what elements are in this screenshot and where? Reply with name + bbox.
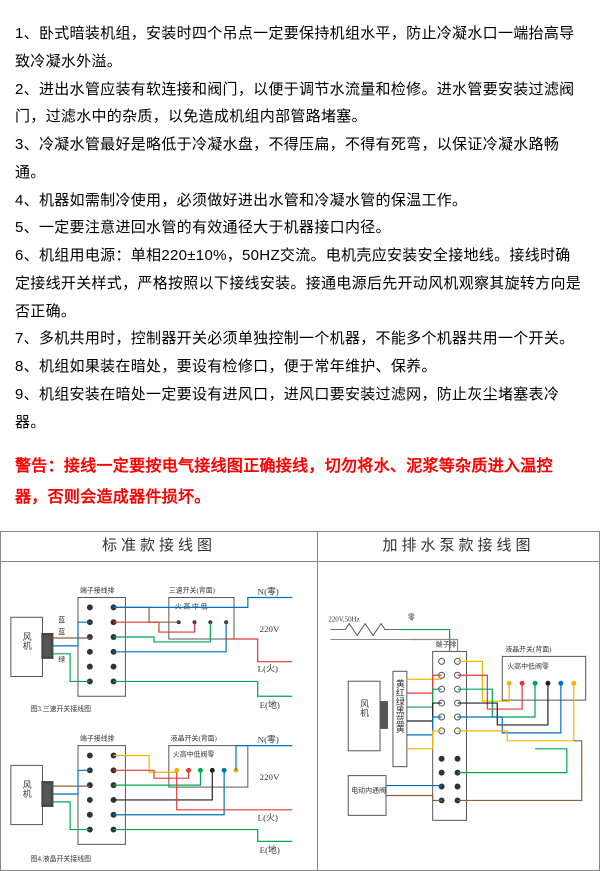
- svg-text:火高中低阀零: 火高中低阀零: [173, 750, 215, 759]
- svg-text:图4.液晶开关接线图: 图4.液晶开关接线图: [31, 854, 92, 863]
- switch3-label: 三速开关(背面): [169, 586, 215, 595]
- instruction-item: 6、机组用电源：单相220±10%，50HZ交流。电机壳应安装安全接地线。接线时…: [15, 242, 585, 325]
- svg-text:电动内通阀: 电动内通阀: [351, 786, 386, 795]
- svg-text:N(零): N(零): [258, 735, 279, 745]
- svg-text:220V: 220V: [260, 772, 280, 782]
- instruction-item: 7、多机共用时，控制器开关必须单独控制一个机器，不能多个机器共用一个开关。: [15, 325, 585, 353]
- diagram-title-left: 标准款接线图: [1, 532, 317, 562]
- caption-1: 图3.三速开关接线图: [31, 704, 92, 713]
- svg-text:L(火): L(火): [258, 813, 278, 823]
- svg-text:220V: 220V: [260, 624, 280, 634]
- diagram-pump: 加排水泵款接线图 220V,50Hz 零 风机 黄红绿黑蓝黄 电动内通阀: [318, 532, 599, 870]
- svg-text:黄红绿黑蓝黄: 黄红绿黑蓝黄: [395, 678, 405, 734]
- svg-text:E(地): E(地): [260, 699, 280, 710]
- svg-text:风机: 风机: [359, 699, 369, 718]
- svg-text:风机: 风机: [22, 780, 32, 799]
- instruction-list: 1、卧式暗装机组，安装时四个吊点一定要保持机组水平，防止冷凝水口一端抬高导致冷凝…: [0, 0, 600, 446]
- svg-text:N(零): N(零): [258, 587, 279, 597]
- svg-text:液晶开关(背面): 液晶开关(背面): [171, 734, 217, 743]
- svg-text:火高中低阀零: 火高中低阀零: [507, 661, 549, 670]
- wiring-svg-standard: 风机 端子接线排 蓝: [1, 562, 317, 870]
- svg-text:端子排: 端子排: [436, 639, 457, 648]
- diagram-standard: 标准款接线图 风机 端子接线排: [1, 532, 318, 870]
- svg-text:绿: 绿: [58, 655, 65, 664]
- svg-text:零: 零: [408, 614, 415, 622]
- instruction-item: 2、进出水管应装有软连接和阀门，以便于调节水流量和检修。进水管要安装过滤阀门，过…: [15, 76, 585, 132]
- svg-text:蓝: 蓝: [58, 627, 65, 636]
- instruction-item: 4、机器如需制冷使用，必须做好进出水管和冷凝水管的保温工作。: [15, 187, 585, 215]
- fan-label: 风机: [22, 632, 32, 651]
- svg-text:220V,50Hz: 220V,50Hz: [328, 616, 359, 624]
- svg-text:E(地): E(地): [260, 844, 280, 855]
- svg-text:火 高 中 低: 火 高 中 低: [175, 601, 208, 610]
- svg-text:液晶开关(背面): 液晶开关(背面): [505, 644, 551, 653]
- terminal-label: 端子接线排: [80, 586, 115, 595]
- wiring-svg-pump: 220V,50Hz 零 风机 黄红绿黑蓝黄 电动内通阀 端子排: [318, 562, 599, 870]
- svg-text:端子接线排: 端子接线排: [80, 734, 115, 743]
- svg-text:蓝: 蓝: [58, 615, 65, 624]
- instruction-item: 5、一定要注意进回水管的有效通径大于机器接口内径。: [15, 214, 585, 242]
- diagram-title-right: 加排水泵款接线图: [318, 532, 599, 562]
- instruction-item: 8、机组如果装在暗处，要设有检修口，便于常年维护、保养。: [15, 353, 585, 381]
- svg-text:L(火): L(火): [258, 664, 278, 674]
- warning-text: 警告：接线一定要按电气接线图正确接线，切勿将水、泥浆等杂质进入温控器，否则会造成…: [0, 446, 600, 531]
- wiring-diagrams: 标准款接线图 风机 端子接线排: [0, 531, 600, 871]
- instruction-item: 9、机组安装在暗处一定要设有进风口，进风口要安装过滤网，防止灰尘堵塞表冷器。: [15, 381, 585, 437]
- instruction-item: 3、冷凝水管最好是略低于冷凝水盘，不得压扁，不得有死弯，以保证冷凝水路畅通。: [15, 131, 585, 187]
- instruction-item: 1、卧式暗装机组，安装时四个吊点一定要保持机组水平，防止冷凝水口一端抬高导致冷凝…: [15, 20, 585, 76]
